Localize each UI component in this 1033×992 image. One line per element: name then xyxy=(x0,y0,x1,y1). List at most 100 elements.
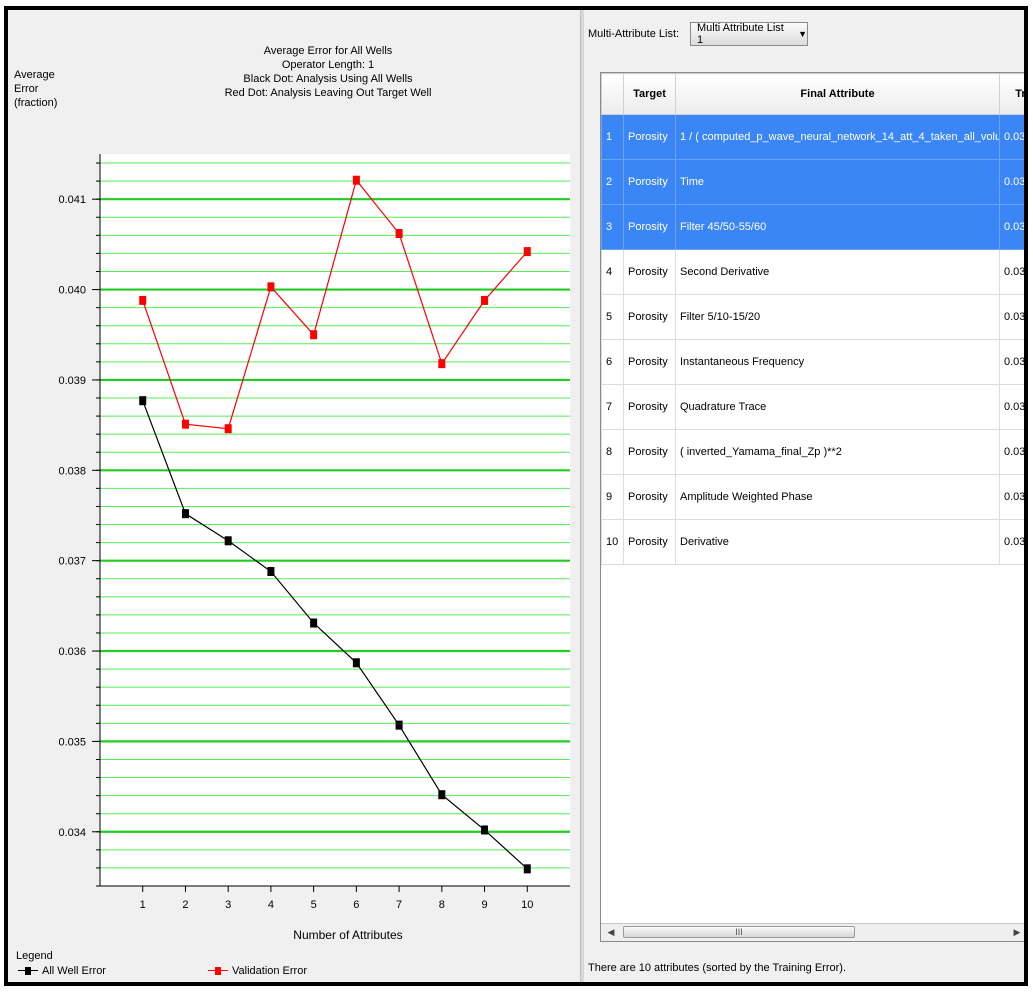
column-header-final-attribute[interactable]: Final Attribute xyxy=(675,73,1000,115)
attribute-table[interactable]: Target Final Attribute Tr 1 Porosity 1 / (… xyxy=(600,72,1024,942)
scrollbar-thumb[interactable]: III xyxy=(623,926,855,938)
all-well-error-point xyxy=(139,396,147,406)
final-attribute-cell: Amplitude Weighted Phase xyxy=(675,474,1000,520)
target-cell: Porosity xyxy=(623,294,676,340)
multi-attribute-list-label: Multi-Attribute List: xyxy=(588,28,680,40)
validation-error-point xyxy=(310,330,318,340)
legend-swatch-black xyxy=(18,964,38,978)
status-message: There are 10 attributes (sorted by the T… xyxy=(588,962,847,974)
column-header-training-error[interactable]: Tr xyxy=(999,73,1024,115)
validation-error-point xyxy=(481,295,489,305)
training-error-cell: 0.037 xyxy=(999,159,1024,205)
legend-label: All Well Error xyxy=(42,965,106,977)
table-row[interactable]: 1 Porosity 1 / ( computed_p_wave_neural_ne… xyxy=(601,114,1024,160)
y-tick-label: 0.040 xyxy=(58,285,86,297)
row-index: 4 xyxy=(601,249,624,295)
validation-error-point xyxy=(267,282,275,292)
error-chart[interactable]: 0.034 0.035 0.036 0.037 0.038 0.039 0.040 0.041… xyxy=(8,10,580,982)
row-index: 5 xyxy=(601,294,624,340)
chevron-down-icon: ▼ xyxy=(798,29,807,39)
plot-area xyxy=(100,154,570,886)
row-index: 1 xyxy=(601,114,624,160)
chart-subtitle-line: Black Dot: Analysis Using All Wells xyxy=(243,73,413,85)
final-attribute-cell: Second Derivative xyxy=(675,249,1000,295)
row-index: 7 xyxy=(601,384,624,430)
all-well-error-point xyxy=(481,825,489,835)
validation-error-point xyxy=(352,175,360,185)
multi-attribute-list-dropdown[interactable]: Multi Attribute List 1 ▼ xyxy=(690,22,808,46)
legend-item-validation-error: Validation Error xyxy=(208,964,307,978)
all-well-error-point xyxy=(352,658,360,668)
x-tick-label: 1 xyxy=(140,899,146,911)
chart-title-line: Average Error for All Wells xyxy=(263,45,393,57)
y-tick-label: 0.035 xyxy=(58,736,86,748)
training-error-cell: 0.036 xyxy=(999,249,1024,295)
y-axis-label: Average Error (fraction) xyxy=(14,68,57,110)
legend-item-all-well-error: All Well Error xyxy=(18,964,106,978)
scroll-right-icon[interactable]: ▶ xyxy=(1013,927,1021,937)
validation-error-point xyxy=(395,229,403,239)
y-tick-label: 0.041 xyxy=(58,194,86,206)
training-error-cell: 0.038 xyxy=(999,114,1024,160)
target-cell: Porosity xyxy=(623,474,676,520)
all-well-error-point xyxy=(267,567,275,577)
y-axis-label-line: Error xyxy=(14,83,39,95)
x-tick-label: 3 xyxy=(225,899,231,911)
final-attribute-cell: Filter 5/10-15/20 xyxy=(675,294,1000,340)
table-row[interactable]: 8 Porosity( inverted_Yamama_final_Zp )**2… xyxy=(601,429,1024,475)
row-index: 10 xyxy=(601,519,624,565)
x-tick-label: 10 xyxy=(521,899,533,911)
target-cell: Porosity xyxy=(623,249,676,295)
row-index: 8 xyxy=(601,429,624,475)
validation-error-point xyxy=(181,419,189,429)
attribute-grid: Target Final Attribute Tr 1 Porosity 1 / (… xyxy=(601,73,1024,565)
column-header-target[interactable]: Target xyxy=(623,73,676,115)
attribute-list-pane: Multi-Attribute List: Multi Attribute Li… xyxy=(584,10,1024,982)
validation-error-series-line xyxy=(142,178,528,430)
target-cell: Porosity xyxy=(623,204,676,250)
target-cell: Porosity xyxy=(623,159,676,205)
y-tick-label: 0.034 xyxy=(58,827,86,839)
table-header-row: Target Final Attribute Tr xyxy=(601,73,1024,115)
legend-label: Validation Error xyxy=(232,965,307,977)
target-cell: Porosity xyxy=(623,519,676,565)
y-tick-label: 0.037 xyxy=(58,556,86,568)
legend-swatch-red xyxy=(208,964,228,978)
pane-splitter[interactable] xyxy=(580,10,585,982)
column-header-index[interactable] xyxy=(601,73,624,115)
application-window: Average Error (fraction) Average Error f… xyxy=(4,6,1028,986)
all-well-error-point xyxy=(181,509,189,519)
final-attribute-cell: Filter 45/50-55/60 xyxy=(675,204,1000,250)
training-error-cell: 0.034 xyxy=(999,429,1024,475)
x-tick-label: 2 xyxy=(182,899,188,911)
y-axis-label-line: (fraction) xyxy=(14,97,58,109)
scroll-left-icon[interactable]: ◀ xyxy=(607,927,615,937)
final-attribute-cell: Derivative xyxy=(675,519,1000,565)
training-error-cell: 0.036 xyxy=(999,294,1024,340)
chart-subtitle-line: Red Dot: Analysis Leaving Out Target Wel… xyxy=(224,87,432,99)
attribute-rows: 1 Porosity 1 / ( computed_p_wave_neural_ne… xyxy=(601,114,1024,565)
y-axis-label-line: Average xyxy=(14,69,55,81)
final-attribute-cell: Instantaneous Frequency xyxy=(675,339,1000,385)
training-error-cell: 0.035 xyxy=(999,384,1024,430)
all-well-error-point xyxy=(523,864,531,874)
final-attribute-cell: ( inverted_Yamama_final_Zp )**2 xyxy=(675,429,1000,475)
validation-error-point xyxy=(224,424,232,434)
y-tick-label: 0.039 xyxy=(58,375,86,387)
target-cell: Porosity xyxy=(623,384,676,430)
training-error-cell: 0.033 xyxy=(999,519,1024,565)
horizontal-scrollbar[interactable]: ◀ III ▶ xyxy=(601,923,1024,941)
all-well-error-point xyxy=(395,720,403,730)
training-error-cell: 0.035 xyxy=(999,339,1024,385)
final-attribute-cell: Quadrature Trace xyxy=(675,384,1000,430)
target-cell: Porosity xyxy=(623,429,676,475)
all-well-error-point xyxy=(224,536,232,546)
